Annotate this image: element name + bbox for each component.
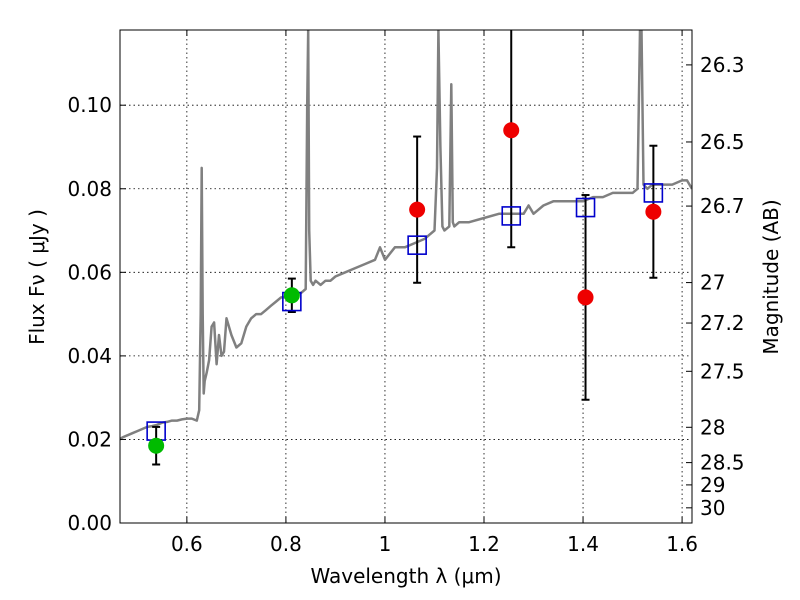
model-square <box>643 183 664 203</box>
y-tick-label: 0.00 <box>67 511 112 535</box>
ground-data-point <box>283 287 300 304</box>
plot-frame <box>119 29 693 524</box>
y-tick-label: 0.02 <box>67 427 112 451</box>
y-axis-label: Flux Fν ( μJy ) <box>25 209 49 345</box>
mag-tick-label: 28.5 <box>700 451 745 475</box>
mag-tick-label: 27.5 <box>700 359 745 383</box>
x-axis-label: Wavelength λ (μm) <box>310 564 501 588</box>
ground-data-point <box>148 437 165 454</box>
mag-tick-label: 28 <box>700 415 725 439</box>
hst-data-point <box>577 289 594 306</box>
mag-tick-label: 26.7 <box>700 194 745 218</box>
tick-layer: 0.6 0.8 1 1.2 1.4 1.6 0.00 0.02 0.04 0.06 0.08 0.10… <box>67 30 745 556</box>
hst-data-point <box>503 122 520 139</box>
hst-data-point <box>645 203 662 220</box>
mag-tick-label: 27.2 <box>700 311 745 335</box>
y-tick-label: 0.08 <box>67 177 112 201</box>
x-tick-label: 1.2 <box>468 532 500 556</box>
x-tick-label: 1 <box>379 532 392 556</box>
mag-tick-label: 26.5 <box>700 130 745 154</box>
model-square <box>407 235 427 255</box>
sed-template-line <box>120 30 692 441</box>
y-tick-label: 0.10 <box>67 93 112 117</box>
y-tick-label: 0.04 <box>67 344 112 368</box>
x-tick-label: 1.6 <box>666 532 698 556</box>
model-square <box>575 197 596 218</box>
x-tick-label: 0.8 <box>270 532 302 556</box>
y-tick-label: 0.06 <box>67 260 112 284</box>
mag-tick-label: 29 <box>700 473 725 497</box>
x-tick-label: 0.6 <box>171 532 203 556</box>
grid-layer <box>120 30 692 524</box>
x-tick-label: 1.4 <box>567 532 599 556</box>
hst-data-point <box>409 201 426 218</box>
mag-tick-label: 26.3 <box>700 53 745 77</box>
y2-axis-label: Magnitude (AB) <box>759 199 783 354</box>
mag-tick-label: 27 <box>700 271 725 295</box>
mag-tick-label: 30 <box>700 496 725 520</box>
model-square <box>501 206 522 226</box>
series-layer <box>120 30 692 466</box>
